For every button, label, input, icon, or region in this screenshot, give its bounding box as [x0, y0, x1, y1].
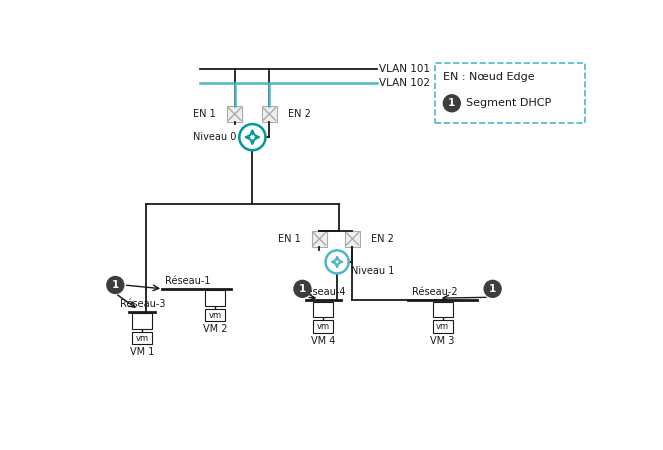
Circle shape [294, 280, 311, 297]
Bar [432, 302, 453, 317]
Text: 1: 1 [299, 284, 306, 294]
Text: VLAN 101: VLAN 101 [379, 64, 430, 74]
Bar [133, 332, 152, 344]
FancyBboxPatch shape [345, 231, 360, 247]
Text: Réseau-1: Réseau-1 [165, 276, 211, 286]
Text: 1: 1 [111, 280, 119, 290]
Text: vm: vm [436, 322, 449, 331]
Text: Niveau 0: Niveau 0 [193, 132, 236, 142]
Text: VM 2: VM 2 [203, 324, 227, 334]
Text: VM 4: VM 4 [311, 336, 335, 346]
FancyBboxPatch shape [435, 63, 585, 123]
Text: EN 1: EN 1 [194, 109, 216, 119]
Bar [313, 302, 333, 317]
FancyBboxPatch shape [312, 231, 327, 247]
Text: EN 1: EN 1 [278, 234, 301, 244]
Bar [133, 314, 152, 329]
Bar [432, 320, 453, 333]
FancyBboxPatch shape [262, 106, 277, 122]
Circle shape [484, 280, 501, 297]
Circle shape [444, 95, 460, 112]
Text: EN : Nœud Edge: EN : Nœud Edge [443, 72, 534, 82]
Text: Réseau-2: Réseau-2 [412, 287, 457, 297]
Text: Niveau 1: Niveau 1 [351, 266, 394, 276]
Text: EN 2: EN 2 [371, 234, 394, 244]
Text: 1: 1 [448, 98, 455, 108]
Circle shape [326, 250, 349, 274]
Bar [206, 309, 225, 321]
Bar [313, 320, 333, 333]
Text: Segment DHCP: Segment DHCP [465, 98, 551, 108]
Text: Réseau-3: Réseau-3 [119, 299, 165, 309]
FancyBboxPatch shape [227, 106, 243, 122]
Text: VM 3: VM 3 [430, 336, 455, 346]
Text: EN 2: EN 2 [288, 109, 311, 119]
Text: Réseau-4: Réseau-4 [300, 287, 346, 297]
Circle shape [239, 124, 265, 150]
Circle shape [107, 277, 124, 293]
Text: vm: vm [209, 310, 222, 320]
Text: VM 1: VM 1 [130, 347, 154, 357]
Bar [206, 290, 225, 306]
Text: vm: vm [136, 333, 149, 342]
Text: 1: 1 [489, 284, 497, 294]
Text: VLAN 102: VLAN 102 [379, 78, 430, 88]
Text: vm: vm [317, 322, 330, 331]
